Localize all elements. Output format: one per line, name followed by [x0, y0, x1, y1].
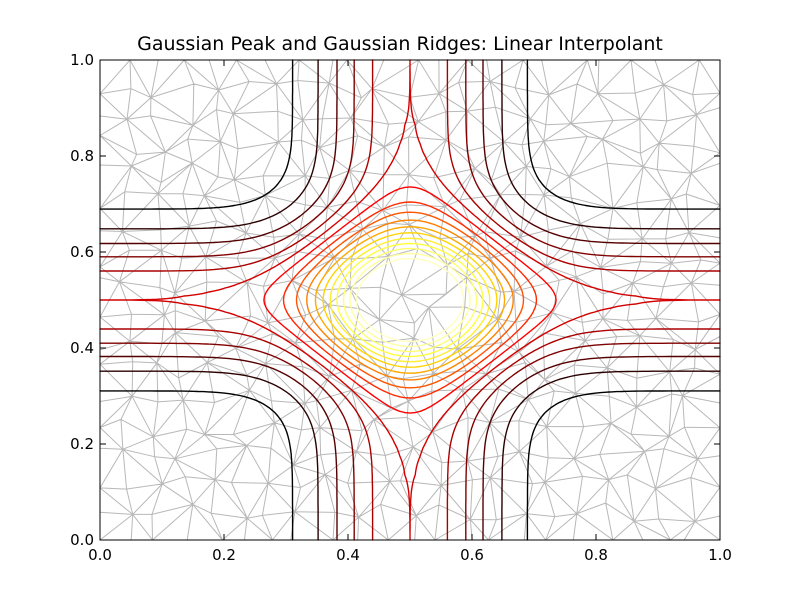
y-tick-label: 1.0: [70, 51, 94, 69]
contour-level: [342, 247, 478, 353]
contour-level: [99, 59, 721, 541]
contour-level: [295, 211, 525, 389]
y-tick-label: 0.4: [70, 339, 94, 357]
x-axis: 0.0 0.2 0.4 0.6 0.8 1.0: [88, 60, 732, 564]
contour-level: [263, 186, 557, 414]
contour-level: [322, 232, 498, 368]
y-tick-label: 0.8: [70, 147, 94, 165]
chart-title: Gaussian Peak and Gaussian Ridges: Linea…: [137, 33, 663, 55]
contour-lines: [99, 59, 721, 541]
y-tick-label: 0.2: [70, 435, 94, 453]
y-axis: 0.0 0.2 0.4 0.6 0.8 1.0: [70, 51, 720, 549]
x-tick-label: 0.4: [336, 546, 360, 564]
y-tick-label: 0.0: [70, 531, 94, 549]
contour-level: [99, 59, 721, 541]
contour-level: [282, 201, 538, 399]
y-tick-label: 0.6: [70, 243, 94, 261]
contour-level: [99, 59, 721, 541]
contour-level: [314, 226, 506, 374]
x-tick-label: 0.6: [460, 546, 484, 564]
plot-frame: [99, 59, 721, 541]
contour-level: [99, 59, 721, 541]
x-tick-label: 1.0: [708, 546, 732, 564]
contour-level: [99, 59, 721, 541]
contour-level: [349, 252, 471, 348]
contour-level: [355, 257, 465, 343]
x-tick-label: 0.8: [584, 546, 608, 564]
contour-level: [329, 237, 491, 363]
contour-level: [306, 219, 514, 381]
x-tick-label: 0.0: [88, 546, 112, 564]
x-tick-label: 0.2: [212, 546, 236, 564]
contour-level: [336, 242, 484, 358]
contour-level: [99, 59, 721, 541]
